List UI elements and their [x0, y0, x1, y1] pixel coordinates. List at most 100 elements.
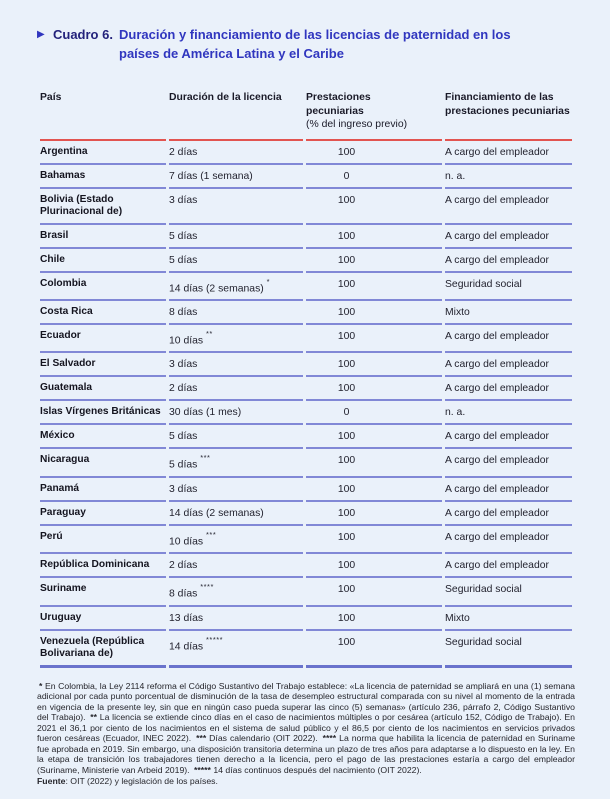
footnote-segment: En Colombia, la Ley 2114 reforma el Códi… [37, 680, 575, 723]
table-body: Argentina 2 días 100 A cargo del empleador B… [40, 141, 572, 668]
benefit-cell: 100 [306, 478, 442, 502]
benefit-cell: 100 [306, 225, 442, 249]
table-row: Guatemala 2 días 100 A cargo del empleador [40, 377, 572, 402]
footnote-marker: *** [196, 733, 210, 744]
financing-cell: A cargo del empleador [445, 526, 572, 555]
country-cell: Brasil [40, 225, 166, 249]
country-cell: Perú [40, 526, 166, 555]
footnote-marker: *** [205, 529, 217, 539]
financing-cell: A cargo del empleador [445, 425, 572, 450]
country-cell: Paraguay [40, 502, 166, 526]
table-row: Venezuela (República Bolivariana de) 14 d… [40, 631, 572, 668]
duration-cell: 3 días [169, 478, 303, 502]
footnote-segment: La norma que habilita la licencia de pat… [37, 733, 576, 775]
footnote-marker: ** [205, 328, 213, 338]
country-cell: República Dominicana [40, 554, 166, 579]
benefit-cell: 100 [306, 631, 442, 668]
country-cell: Islas Vírgenes Británicas [40, 401, 166, 426]
table-row: República Dominicana 2 días 100 A cargo del… [40, 554, 572, 579]
financing-cell: A cargo del empleador [445, 189, 572, 225]
col-header-label: Duración de la licencia [169, 92, 282, 103]
duration-cell: 5 días *** [169, 449, 303, 478]
country-cell: Ecuador [40, 325, 166, 354]
footnote-segment: La licencia se extiende cinco días en el… [37, 712, 575, 744]
country-cell: Bolivia (Estado Plurinacional de) [40, 189, 166, 225]
financing-cell: A cargo del empleador [445, 353, 572, 378]
table-row: Perú 10 días *** 100 A cargo del empleador [40, 526, 572, 555]
source-label: Fuente [37, 776, 66, 787]
duration-cell: 7 días (1 semana) [169, 165, 303, 189]
financing-cell: A cargo del empleador [445, 249, 572, 273]
duration-cell: 14 días (2 semanas) * [169, 273, 303, 301]
country-cell: Colombia [40, 273, 166, 301]
table-row: Nicaragua 5 días *** 100 A cargo del emplea… [40, 449, 572, 478]
col-header-label: Prestaciones pecuniarias [306, 92, 371, 117]
table-row: México 5 días 100 A cargo del empleador [40, 425, 572, 450]
source-line: Fuente: OIT (2022) y legislación de los … [37, 776, 575, 787]
country-cell: Venezuela (República Bolivariana de) [40, 631, 166, 668]
financing-cell: n. a. [445, 165, 572, 189]
country-cell: Costa Rica [40, 301, 166, 325]
country-cell: México [40, 425, 166, 450]
table-row: Bolivia (Estado Plurinacional de) 3 días 1… [40, 189, 572, 225]
country-cell: Panamá [40, 478, 166, 502]
table-row: Islas Vírgenes Británicas 30 días (1 mes)… [40, 401, 572, 426]
table-row: Panamá 3 días 100 A cargo del empleador [40, 478, 572, 502]
table-row: Chile 5 días 100 A cargo del empleador [40, 249, 572, 273]
table-title-line: países de América Latina y el Caribe [119, 45, 344, 61]
table-row: Uruguay 13 días 100 Mixto [40, 607, 572, 631]
country-cell: Bahamas [40, 165, 166, 189]
duration-cell: 14 días ***** [169, 631, 303, 668]
financing-cell: A cargo del empleador [445, 377, 572, 402]
benefit-cell: 100 [306, 607, 442, 631]
footnote-marker: * [266, 276, 271, 286]
financing-cell: A cargo del empleador [445, 449, 572, 478]
duration-cell: 2 días [169, 377, 303, 402]
country-cell: Suriname [40, 578, 166, 607]
table-marker-icon: ▶ [37, 29, 45, 40]
financing-cell: n. a. [445, 401, 572, 426]
benefit-cell: 100 [306, 189, 442, 225]
table-row: Suriname 8 días **** 100 Seguridad social [40, 578, 572, 607]
col-header-financiamiento: Financiamiento de las prestaciones pecun… [445, 91, 572, 141]
benefit-cell: 100 [306, 353, 442, 378]
table-header-row: País Duración de la licencia Prestacione… [40, 91, 572, 141]
benefit-cell: 0 [306, 165, 442, 189]
duration-cell: 8 días **** [169, 578, 303, 607]
table-row: Bahamas 7 días (1 semana) 0 n. a. [40, 165, 572, 189]
col-header-prestaciones: Prestaciones pecuniarias (% del ingreso … [306, 91, 442, 141]
duration-cell: 5 días [169, 249, 303, 273]
col-header-label: País [40, 92, 62, 103]
duration-cell: 3 días [169, 353, 303, 378]
paternity-leave-table: País Duración de la licencia Prestacione… [37, 91, 575, 668]
country-cell: El Salvador [40, 353, 166, 378]
duration-cell: 2 días [169, 554, 303, 579]
country-cell: Guatemala [40, 377, 166, 402]
benefit-cell: 100 [306, 377, 442, 402]
financing-cell: A cargo del empleador [445, 554, 572, 579]
benefit-cell: 100 [306, 301, 442, 325]
footnote-marker: *** [200, 453, 211, 463]
duration-cell: 13 días [169, 607, 303, 631]
financing-cell: A cargo del empleador [445, 502, 572, 526]
financing-cell: Seguridad social [445, 631, 572, 668]
benefit-cell: 100 [306, 526, 442, 555]
benefit-cell: 100 [306, 273, 442, 301]
table-row: Argentina 2 días 100 A cargo del empleador [40, 141, 572, 165]
table-title-line: Duración y financiamiento de las licenci… [119, 27, 511, 42]
footnote-marker: * [39, 680, 45, 691]
benefit-cell: 100 [306, 141, 442, 165]
benefit-cell: 0 [306, 401, 442, 426]
benefit-cell: 100 [306, 578, 442, 607]
country-cell: Nicaragua [40, 449, 166, 478]
financing-cell: Seguridad social [445, 273, 572, 301]
duration-cell: 3 días [169, 189, 303, 225]
footnote-marker: ** [90, 712, 100, 723]
table-row: Colombia 14 días (2 semanas) * 100 Segurida… [40, 273, 572, 301]
duration-cell: 30 días (1 mes) [169, 401, 303, 426]
table-row: El Salvador 3 días 100 A cargo del empleado… [40, 353, 572, 378]
country-cell: Chile [40, 249, 166, 273]
source-text: : OIT (2022) y legislación de los países… [65, 776, 218, 787]
table-title: Duración y financiamiento de las licenci… [119, 26, 511, 63]
